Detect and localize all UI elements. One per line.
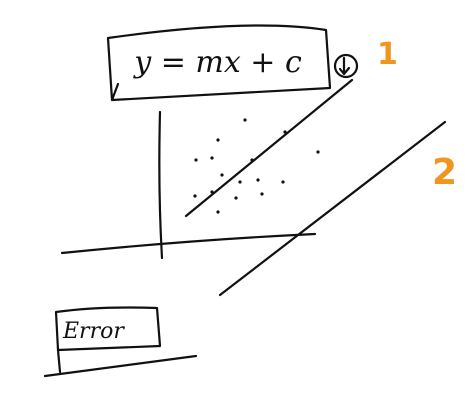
scatter-dots	[193, 118, 320, 214]
x-axis	[60, 232, 317, 255]
equation: y = mx + c	[132, 45, 302, 80]
line-2-label: 2	[432, 152, 457, 193]
line-1	[184, 78, 354, 218]
line-1-label: 1	[377, 37, 398, 72]
circle-mark	[333, 53, 359, 79]
y-axis	[158, 110, 164, 260]
circle-arrow	[338, 56, 351, 76]
line-2	[218, 120, 447, 297]
equation-box	[106, 24, 332, 102]
error-underline	[43, 354, 198, 378]
error-box	[54, 306, 162, 374]
error-label: Error	[62, 319, 125, 344]
